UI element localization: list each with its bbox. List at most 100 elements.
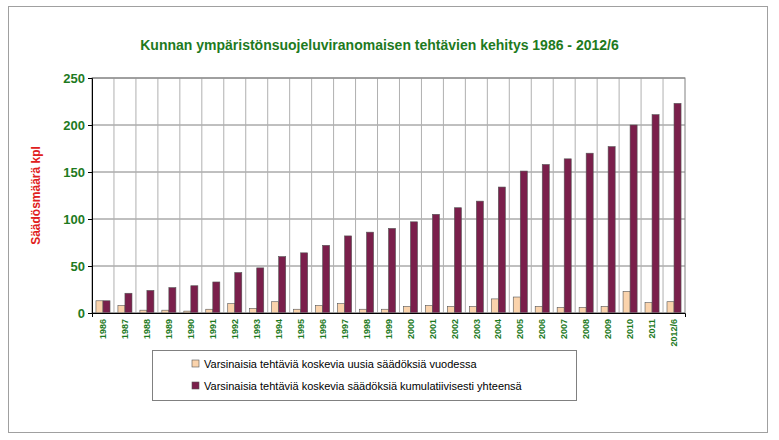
category-separator — [135, 78, 136, 313]
x-tick-mark — [432, 313, 433, 317]
x-tick-mark — [278, 313, 279, 317]
x-tick-label: 2004 — [493, 319, 503, 339]
x-tick-label: 2005 — [515, 319, 525, 339]
legend-swatch — [192, 382, 199, 389]
bar — [338, 304, 345, 313]
bar — [250, 308, 257, 313]
grid-line — [92, 219, 685, 220]
legend: Varsinaisia tehtäviä koskevia uusia sääd… — [153, 351, 577, 401]
bar — [645, 303, 652, 313]
x-tick-mark — [608, 313, 609, 317]
category-separator — [223, 78, 224, 313]
x-tick-label: 2010 — [625, 319, 635, 339]
x-tick-label: 1999 — [384, 319, 394, 339]
x-tick-mark — [630, 313, 631, 317]
x-tick-mark — [410, 313, 411, 317]
bar — [410, 222, 417, 313]
x-tick-mark — [124, 313, 125, 317]
bar — [579, 307, 586, 313]
bar — [586, 153, 593, 313]
category-separator — [575, 78, 576, 313]
x-tick-label: 2007 — [559, 319, 569, 339]
x-tick-label: 2000 — [406, 319, 416, 339]
category-separator — [377, 78, 378, 313]
bar — [454, 208, 461, 313]
category-separator — [597, 78, 598, 313]
y-tick: 250 — [63, 71, 92, 86]
x-tick-mark — [366, 313, 367, 317]
x-tick: 1993 — [252, 313, 262, 339]
bar — [228, 304, 235, 313]
x-tick-label: 2003 — [472, 319, 482, 339]
bar — [125, 293, 132, 313]
y-tick-label: 0 — [78, 306, 85, 321]
bar — [389, 228, 396, 313]
x-tick-label: 1992 — [230, 319, 240, 339]
y-tick-mark — [88, 266, 92, 267]
bar — [520, 171, 527, 313]
y-tick-mark — [88, 125, 92, 126]
bar — [96, 301, 103, 313]
bar — [667, 302, 674, 313]
bar — [316, 305, 323, 313]
category-separator — [465, 78, 466, 313]
x-tick-label: 2001 — [428, 319, 438, 339]
bar — [491, 299, 498, 313]
x-tick: 2005 — [515, 313, 525, 339]
x-tick-mark — [586, 313, 587, 317]
plot-frame — [92, 78, 685, 313]
y-tick-label: 200 — [63, 118, 85, 133]
bar — [279, 257, 286, 313]
category-separator — [553, 78, 554, 313]
plot-area — [92, 78, 685, 313]
x-tick: 1988 — [142, 313, 152, 339]
x-tick: 2000 — [406, 313, 416, 339]
bars — [96, 103, 681, 313]
bar — [147, 290, 154, 313]
title: Kunnan ympäristönsuojeluviranomaisen teh… — [140, 37, 619, 53]
category-separator — [399, 78, 400, 313]
bar — [301, 253, 308, 313]
bar-series — [103, 103, 681, 313]
x-tick-mark — [542, 313, 543, 317]
x-tick: 1989 — [164, 313, 174, 339]
x-tick: 1992 — [230, 313, 240, 339]
x-tick-mark — [344, 313, 345, 317]
bar — [191, 286, 198, 313]
category-separator — [443, 78, 444, 313]
x-tick-label: 1990 — [186, 319, 196, 339]
grid-line — [92, 172, 685, 173]
bar — [513, 297, 520, 313]
bar — [608, 147, 615, 313]
y-tick-mark — [88, 172, 92, 173]
bar — [257, 268, 264, 313]
x-tick: 1987 — [120, 313, 130, 339]
x-tick: 1997 — [340, 313, 350, 339]
x-tick: 1999 — [384, 313, 394, 339]
bar — [498, 187, 505, 313]
category-separator — [157, 78, 158, 313]
category-separator — [531, 78, 532, 313]
bar — [213, 282, 220, 313]
x-tick-mark — [498, 313, 499, 317]
y-tick: 200 — [63, 118, 92, 133]
x-tick-label: 2006 — [537, 319, 547, 339]
bar — [623, 291, 630, 313]
x-tick-label: 2011 — [647, 319, 657, 339]
x-tick: 1990 — [186, 313, 196, 339]
bar — [469, 306, 476, 313]
chart: Kunnan ympäristönsuojeluviranomaisen teh… — [0, 0, 779, 440]
y-tick-label: 150 — [63, 165, 85, 180]
x-tick-label: 1989 — [164, 319, 174, 339]
grid-line — [92, 125, 685, 126]
y-axis: 050100150200250 — [63, 71, 92, 321]
x-tick: 2002 — [450, 313, 460, 339]
x-tick: 2010 — [625, 313, 635, 339]
y-tick-label: 50 — [71, 259, 85, 274]
bar — [432, 214, 439, 313]
bar — [601, 306, 608, 313]
x-tick-label: 2012/6 — [669, 319, 679, 347]
category-separator — [619, 78, 620, 313]
x-tick-mark — [146, 313, 147, 317]
x-tick-label: 1986 — [98, 319, 108, 339]
